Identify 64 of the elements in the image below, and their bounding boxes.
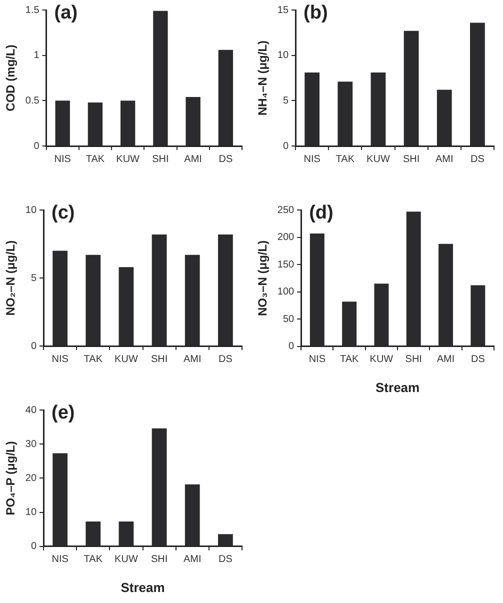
x-tick-label: DS <box>218 154 233 165</box>
y-tick-label: 15 <box>277 4 289 16</box>
y-tick-label: 5 <box>282 95 289 106</box>
x-tick-label: NIS <box>54 154 72 165</box>
y-tick-label: 250 <box>277 204 295 216</box>
x-tick-label: SHI <box>405 354 422 366</box>
y-tick-label: 10 <box>25 204 37 216</box>
x-tick-label: AMI <box>183 554 202 566</box>
x-tick-label: NIS <box>52 354 69 365</box>
chart-title: (e) <box>52 402 75 424</box>
y-tick-label: 0 <box>282 140 289 152</box>
y-tick-label: 30 <box>25 438 37 450</box>
y-tick-label: 10 <box>25 507 37 518</box>
chart-title: (b) <box>304 2 328 24</box>
y-axis-title: PO₄–P (μg/L) <box>4 441 18 516</box>
x-axis-title: Stream <box>376 380 420 395</box>
x-tick-label: AMI <box>184 154 202 165</box>
x-tick-label: NIS <box>308 354 326 366</box>
x-tick-label: AMI <box>435 154 454 165</box>
x-tick-label: DS <box>218 554 233 566</box>
y-tick-label: 0 <box>30 340 37 352</box>
x-tick-label: TAK <box>84 554 103 566</box>
x-tick-label: TAK <box>84 354 103 365</box>
y-axis-title: NO₃–N (μg/L) <box>256 240 270 316</box>
x-tick-label: SHI <box>150 354 168 365</box>
x-tick-label: TAK <box>86 154 105 165</box>
x-tick-label: KUW <box>366 154 390 165</box>
x-tick-label: NIS <box>304 154 321 165</box>
x-tick-label: KUW <box>116 154 140 165</box>
x-tick-label: DS <box>470 154 485 165</box>
y-tick-label: 40 <box>25 404 37 416</box>
y-tick-label: 5 <box>30 272 37 284</box>
x-tick-label: KUW <box>370 354 394 366</box>
y-tick-label: 20 <box>25 472 37 484</box>
y-tick-label: 0 <box>34 140 40 152</box>
y-axis-title: NO₂–N (μg/L) <box>4 240 18 316</box>
chart-title: (a) <box>54 2 78 24</box>
x-tick-label: TAK <box>336 154 355 165</box>
x-tick-label: TAK <box>340 354 359 366</box>
x-tick-label: SHI <box>402 154 420 165</box>
x-tick-label: DS <box>470 354 486 366</box>
y-tick-label: 1.5 <box>25 4 40 16</box>
y-axis-title: NH₄–N (μg/L) <box>256 40 270 116</box>
chart-title: (d) <box>309 202 334 224</box>
y-tick-label: 50 <box>282 314 295 325</box>
x-tick-label: SHI <box>150 554 168 566</box>
chart-title: (c) <box>52 202 75 224</box>
y-tick-label: 200 <box>277 232 295 244</box>
y-tick-label: 10 <box>277 50 289 62</box>
x-tick-label: NIS <box>52 554 69 566</box>
x-tick-label: DS <box>218 354 233 365</box>
y-tick-label: 0 <box>30 541 37 552</box>
y-tick-label: 0.5 <box>25 95 40 106</box>
x-tick-label: SHI <box>152 154 169 165</box>
y-tick-label: 0 <box>288 341 295 352</box>
x-tick-label: KUW <box>114 354 138 365</box>
y-tick-label: 1 <box>34 50 40 62</box>
x-tick-label: AMI <box>436 354 455 366</box>
x-axis-title: Stream <box>120 580 165 595</box>
x-tick-label: KUW <box>114 554 138 566</box>
x-tick-label: AMI <box>183 354 202 365</box>
y-tick-label: 100 <box>277 286 295 298</box>
y-axis-title: COD (mg/L) <box>4 44 18 112</box>
y-tick-label: 150 <box>277 259 295 270</box>
